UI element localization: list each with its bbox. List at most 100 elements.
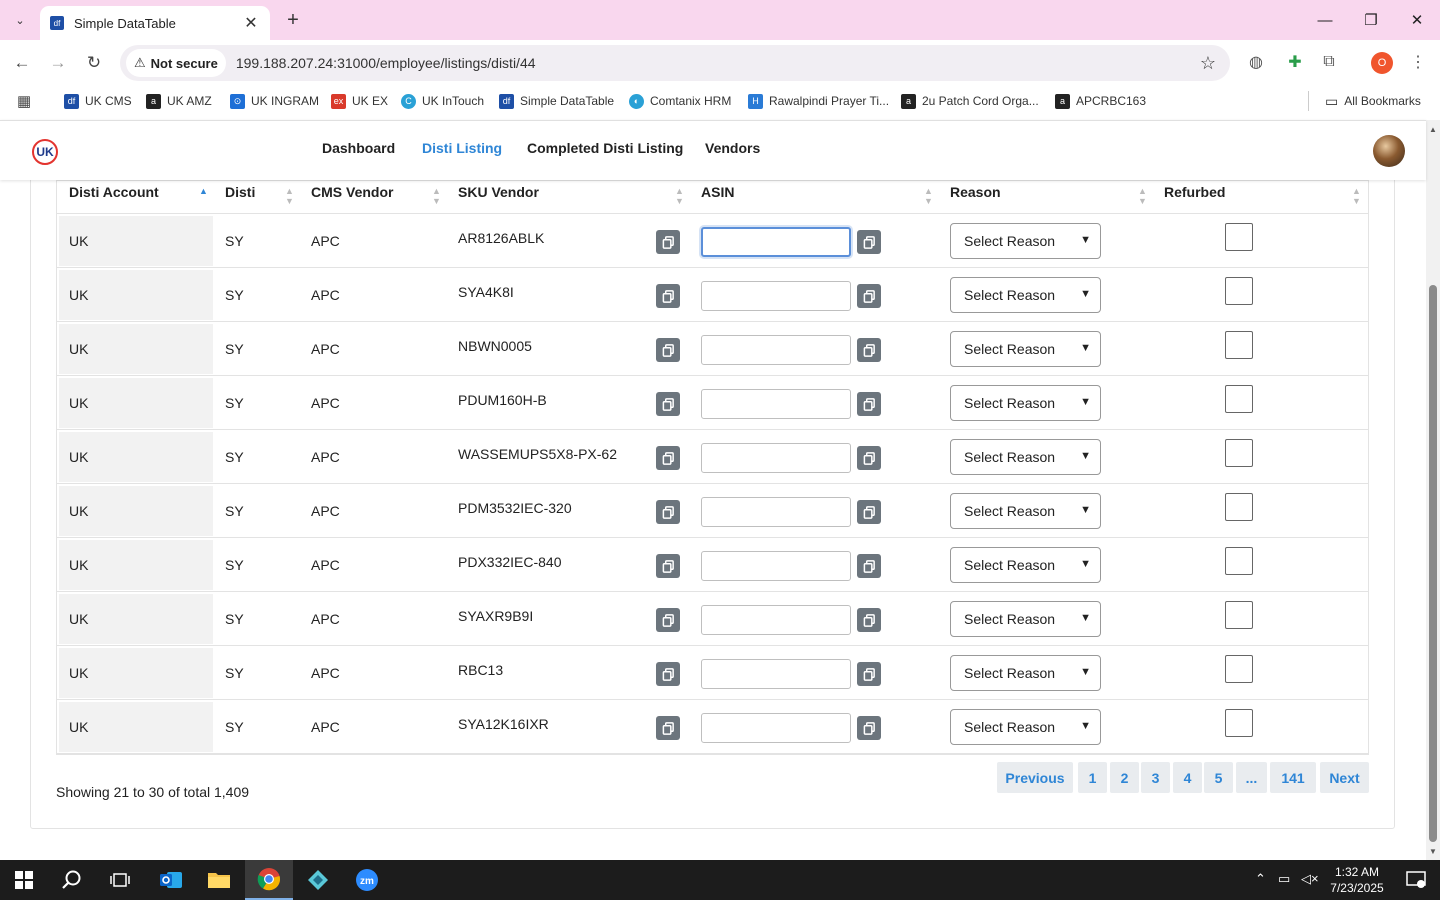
col-reason[interactable]: Reason bbox=[950, 184, 1001, 200]
copy-asin-button[interactable] bbox=[857, 338, 881, 362]
sort-icon[interactable]: ▲ ▼ bbox=[1138, 186, 1147, 206]
bookmark-comtanix-hrm[interactable]: ◐ Comtanix HRM bbox=[629, 91, 731, 111]
tray-chevron-icon[interactable]: ⌃ bbox=[1255, 871, 1266, 886]
browser-menu-kebab-icon[interactable]: ⋮ bbox=[1410, 54, 1426, 71]
sort-icon[interactable]: ▲ ▼ bbox=[1352, 186, 1361, 206]
pagination-previous[interactable]: Previous bbox=[997, 762, 1073, 793]
asin-input[interactable] bbox=[701, 443, 851, 473]
zoom-icon[interactable]: zm bbox=[343, 860, 391, 900]
refurbed-checkbox[interactable] bbox=[1225, 547, 1253, 575]
pagination-page-141[interactable]: 141 bbox=[1270, 762, 1316, 793]
translate-globe-icon[interactable]: ◍ bbox=[1249, 54, 1263, 71]
reason-select[interactable]: Select Reason ▼ bbox=[950, 331, 1101, 367]
reason-select[interactable]: Select Reason ▼ bbox=[950, 223, 1101, 259]
reason-select[interactable]: Select Reason ▼ bbox=[950, 709, 1101, 745]
nav-completed-disti-listing[interactable]: Completed Disti Listing bbox=[527, 140, 684, 156]
asin-input[interactable] bbox=[701, 335, 851, 365]
task-view-icon[interactable] bbox=[96, 860, 144, 900]
refurbed-checkbox[interactable] bbox=[1225, 655, 1253, 683]
pagination-next[interactable]: Next bbox=[1320, 762, 1369, 793]
copy-asin-button[interactable] bbox=[857, 662, 881, 686]
search-icon[interactable] bbox=[48, 860, 96, 900]
reason-select[interactable]: Select Reason ▼ bbox=[950, 385, 1101, 421]
copy-asin-button[interactable] bbox=[857, 554, 881, 578]
bookmark-uk-intouch[interactable]: C UK InTouch bbox=[401, 91, 484, 111]
apps-grid-icon[interactable]: ▦ bbox=[17, 93, 32, 110]
pagination-page-5[interactable]: 5 bbox=[1204, 762, 1233, 793]
extensions-puzzle-icon[interactable]: ⧉ bbox=[1323, 53, 1335, 70]
page-scrollbar[interactable]: ▲ ▼ bbox=[1426, 120, 1440, 860]
refurbed-checkbox[interactable] bbox=[1225, 601, 1253, 629]
user-avatar[interactable] bbox=[1373, 135, 1405, 167]
reason-select[interactable]: Select Reason ▼ bbox=[950, 277, 1101, 313]
address-bar[interactable]: ⚠ Not secure 199.188.207.24:31000/employ… bbox=[120, 45, 1230, 81]
pagination-page-4[interactable]: 4 bbox=[1173, 762, 1202, 793]
minimize-icon[interactable]: — bbox=[1317, 11, 1333, 29]
file-explorer-icon[interactable] bbox=[195, 860, 243, 900]
asin-input[interactable] bbox=[701, 497, 851, 527]
copy-asin-button[interactable] bbox=[857, 230, 881, 254]
copy-asin-button[interactable] bbox=[857, 608, 881, 632]
refurbed-checkbox[interactable] bbox=[1225, 709, 1253, 737]
security-chip[interactable]: ⚠ Not secure bbox=[126, 49, 226, 77]
copy-asin-button[interactable] bbox=[857, 716, 881, 740]
outlook-icon[interactable] bbox=[147, 860, 195, 900]
refurbed-checkbox[interactable] bbox=[1225, 439, 1253, 467]
back-arrow-icon[interactable]: ← bbox=[13, 53, 31, 72]
extension-plus-icon[interactable]: ✚ bbox=[1288, 54, 1302, 71]
bookmark-uk-ingram[interactable]: ⊙ UK INGRAM bbox=[230, 91, 319, 111]
browser-tab[interactable]: df Simple DataTable ✕ bbox=[40, 6, 270, 40]
volume-muted-icon[interactable]: ◁× bbox=[1301, 871, 1319, 886]
nav-dashboard[interactable]: Dashboard bbox=[322, 140, 396, 156]
col-asin[interactable]: ASIN bbox=[701, 184, 735, 200]
bookmark-uk-amz[interactable]: a UK AMZ bbox=[146, 91, 212, 111]
chrome-icon[interactable] bbox=[245, 860, 293, 900]
asin-input[interactable] bbox=[701, 227, 851, 257]
copy-asin-button[interactable] bbox=[857, 446, 881, 470]
bookmark-uk-cms[interactable]: df UK CMS bbox=[64, 91, 132, 111]
scroll-down-arrow-icon[interactable]: ▼ bbox=[1429, 846, 1437, 856]
copy-sku-button[interactable] bbox=[656, 230, 680, 254]
refurbed-checkbox[interactable] bbox=[1225, 493, 1253, 521]
sort-icon[interactable]: ▲ ▼ bbox=[285, 186, 294, 206]
asin-input[interactable] bbox=[701, 605, 851, 635]
copy-sku-button[interactable] bbox=[656, 716, 680, 740]
all-bookmarks[interactable]: ▭ All Bookmarks bbox=[1325, 91, 1421, 111]
reason-select[interactable]: Select Reason ▼ bbox=[950, 439, 1101, 475]
col-refurbed[interactable]: Refurbed bbox=[1164, 184, 1226, 200]
pagination-page-2[interactable]: 2 bbox=[1110, 762, 1139, 793]
bookmark-patch-cord[interactable]: a 2u Patch Cord Orga... bbox=[901, 91, 1039, 111]
bookmark-apcrbc163[interactable]: a APCRBC163 bbox=[1055, 91, 1146, 111]
copy-sku-button[interactable] bbox=[656, 662, 680, 686]
reason-select[interactable]: Select Reason ▼ bbox=[950, 493, 1101, 529]
notification-center-icon[interactable] bbox=[1392, 860, 1440, 900]
network-icon[interactable]: ▭ bbox=[1278, 871, 1291, 886]
bookmark-star-icon[interactable]: ☆ bbox=[1199, 53, 1216, 73]
copy-sku-button[interactable] bbox=[656, 500, 680, 524]
col-cms-vendor[interactable]: CMS Vendor bbox=[311, 184, 394, 200]
refurbed-checkbox[interactable] bbox=[1225, 385, 1253, 413]
sort-icon[interactable]: ▲ ▼ bbox=[675, 186, 684, 206]
copy-asin-button[interactable] bbox=[857, 284, 881, 308]
url-text[interactable]: 199.188.207.24:31000/employee/listings/d… bbox=[235, 55, 536, 71]
copy-asin-button[interactable] bbox=[857, 392, 881, 416]
copy-sku-button[interactable] bbox=[656, 284, 680, 308]
remote-desktop-icon[interactable] bbox=[294, 860, 342, 900]
sort-icon[interactable]: ▲ ▼ bbox=[924, 186, 933, 206]
reason-select[interactable]: Select Reason ▼ bbox=[950, 547, 1101, 583]
nav-disti-listing[interactable]: Disti Listing bbox=[422, 140, 503, 156]
col-sku-vendor[interactable]: SKU Vendor bbox=[458, 184, 539, 200]
asin-input[interactable] bbox=[701, 551, 851, 581]
restore-icon[interactable]: ❐ bbox=[1364, 12, 1378, 29]
scroll-up-arrow-icon[interactable]: ▲ bbox=[1429, 124, 1437, 134]
sort-asc-icon[interactable]: ▲ bbox=[199, 186, 208, 196]
copy-sku-button[interactable] bbox=[656, 554, 680, 578]
refurbed-checkbox[interactable] bbox=[1225, 223, 1253, 251]
pagination-page-3[interactable]: 3 bbox=[1141, 762, 1170, 793]
reload-icon[interactable]: ↻ bbox=[86, 53, 102, 72]
asin-input[interactable] bbox=[701, 389, 851, 419]
copy-sku-button[interactable] bbox=[656, 338, 680, 362]
uk-logo[interactable]: UK bbox=[32, 139, 58, 165]
bookmark-simple-datatable[interactable]: df Simple DataTable bbox=[499, 91, 614, 111]
forward-arrow-icon[interactable]: → bbox=[49, 53, 67, 72]
